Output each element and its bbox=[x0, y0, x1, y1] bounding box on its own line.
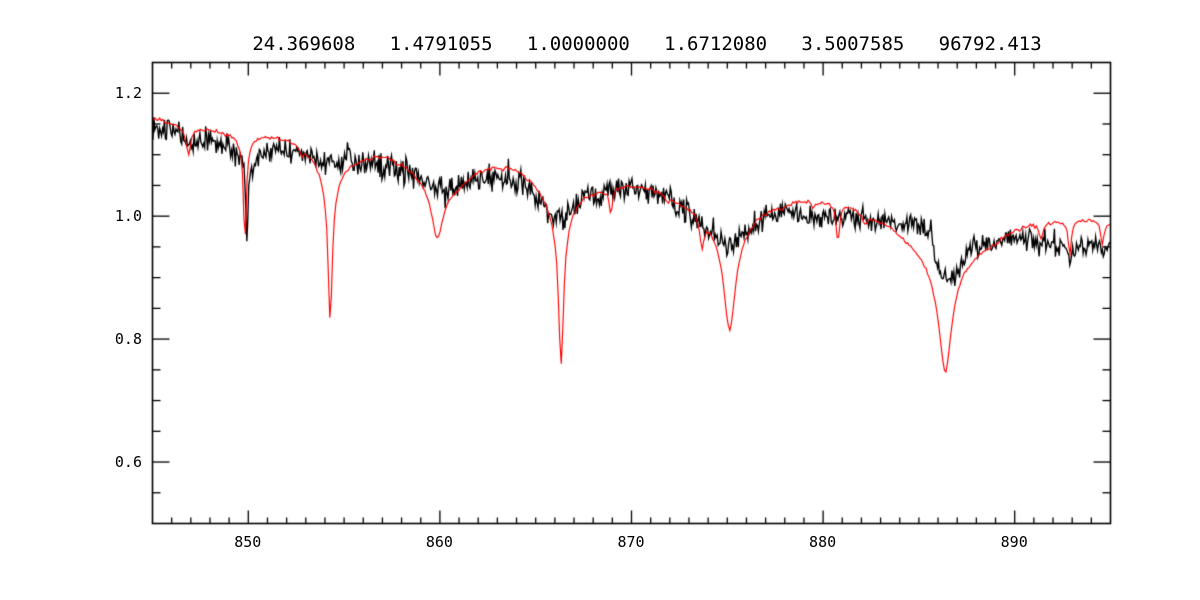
x-tick-label: 870 bbox=[617, 533, 645, 551]
x-tick-label: 860 bbox=[425, 533, 453, 551]
y-tick-label: 1.2 bbox=[114, 83, 142, 102]
x-tick-label: 850 bbox=[234, 533, 262, 551]
fit-parameters-readout: 24.369608 1.4791055 1.0000000 1.6712080 … bbox=[252, 33, 1042, 55]
y-tick-label: 1.0 bbox=[114, 206, 142, 225]
y-tick-label: 0.6 bbox=[114, 452, 142, 471]
x-tick-label: 880 bbox=[809, 533, 837, 551]
x-tick-label: 890 bbox=[1000, 533, 1028, 551]
y-tick-label: 0.8 bbox=[114, 329, 142, 348]
